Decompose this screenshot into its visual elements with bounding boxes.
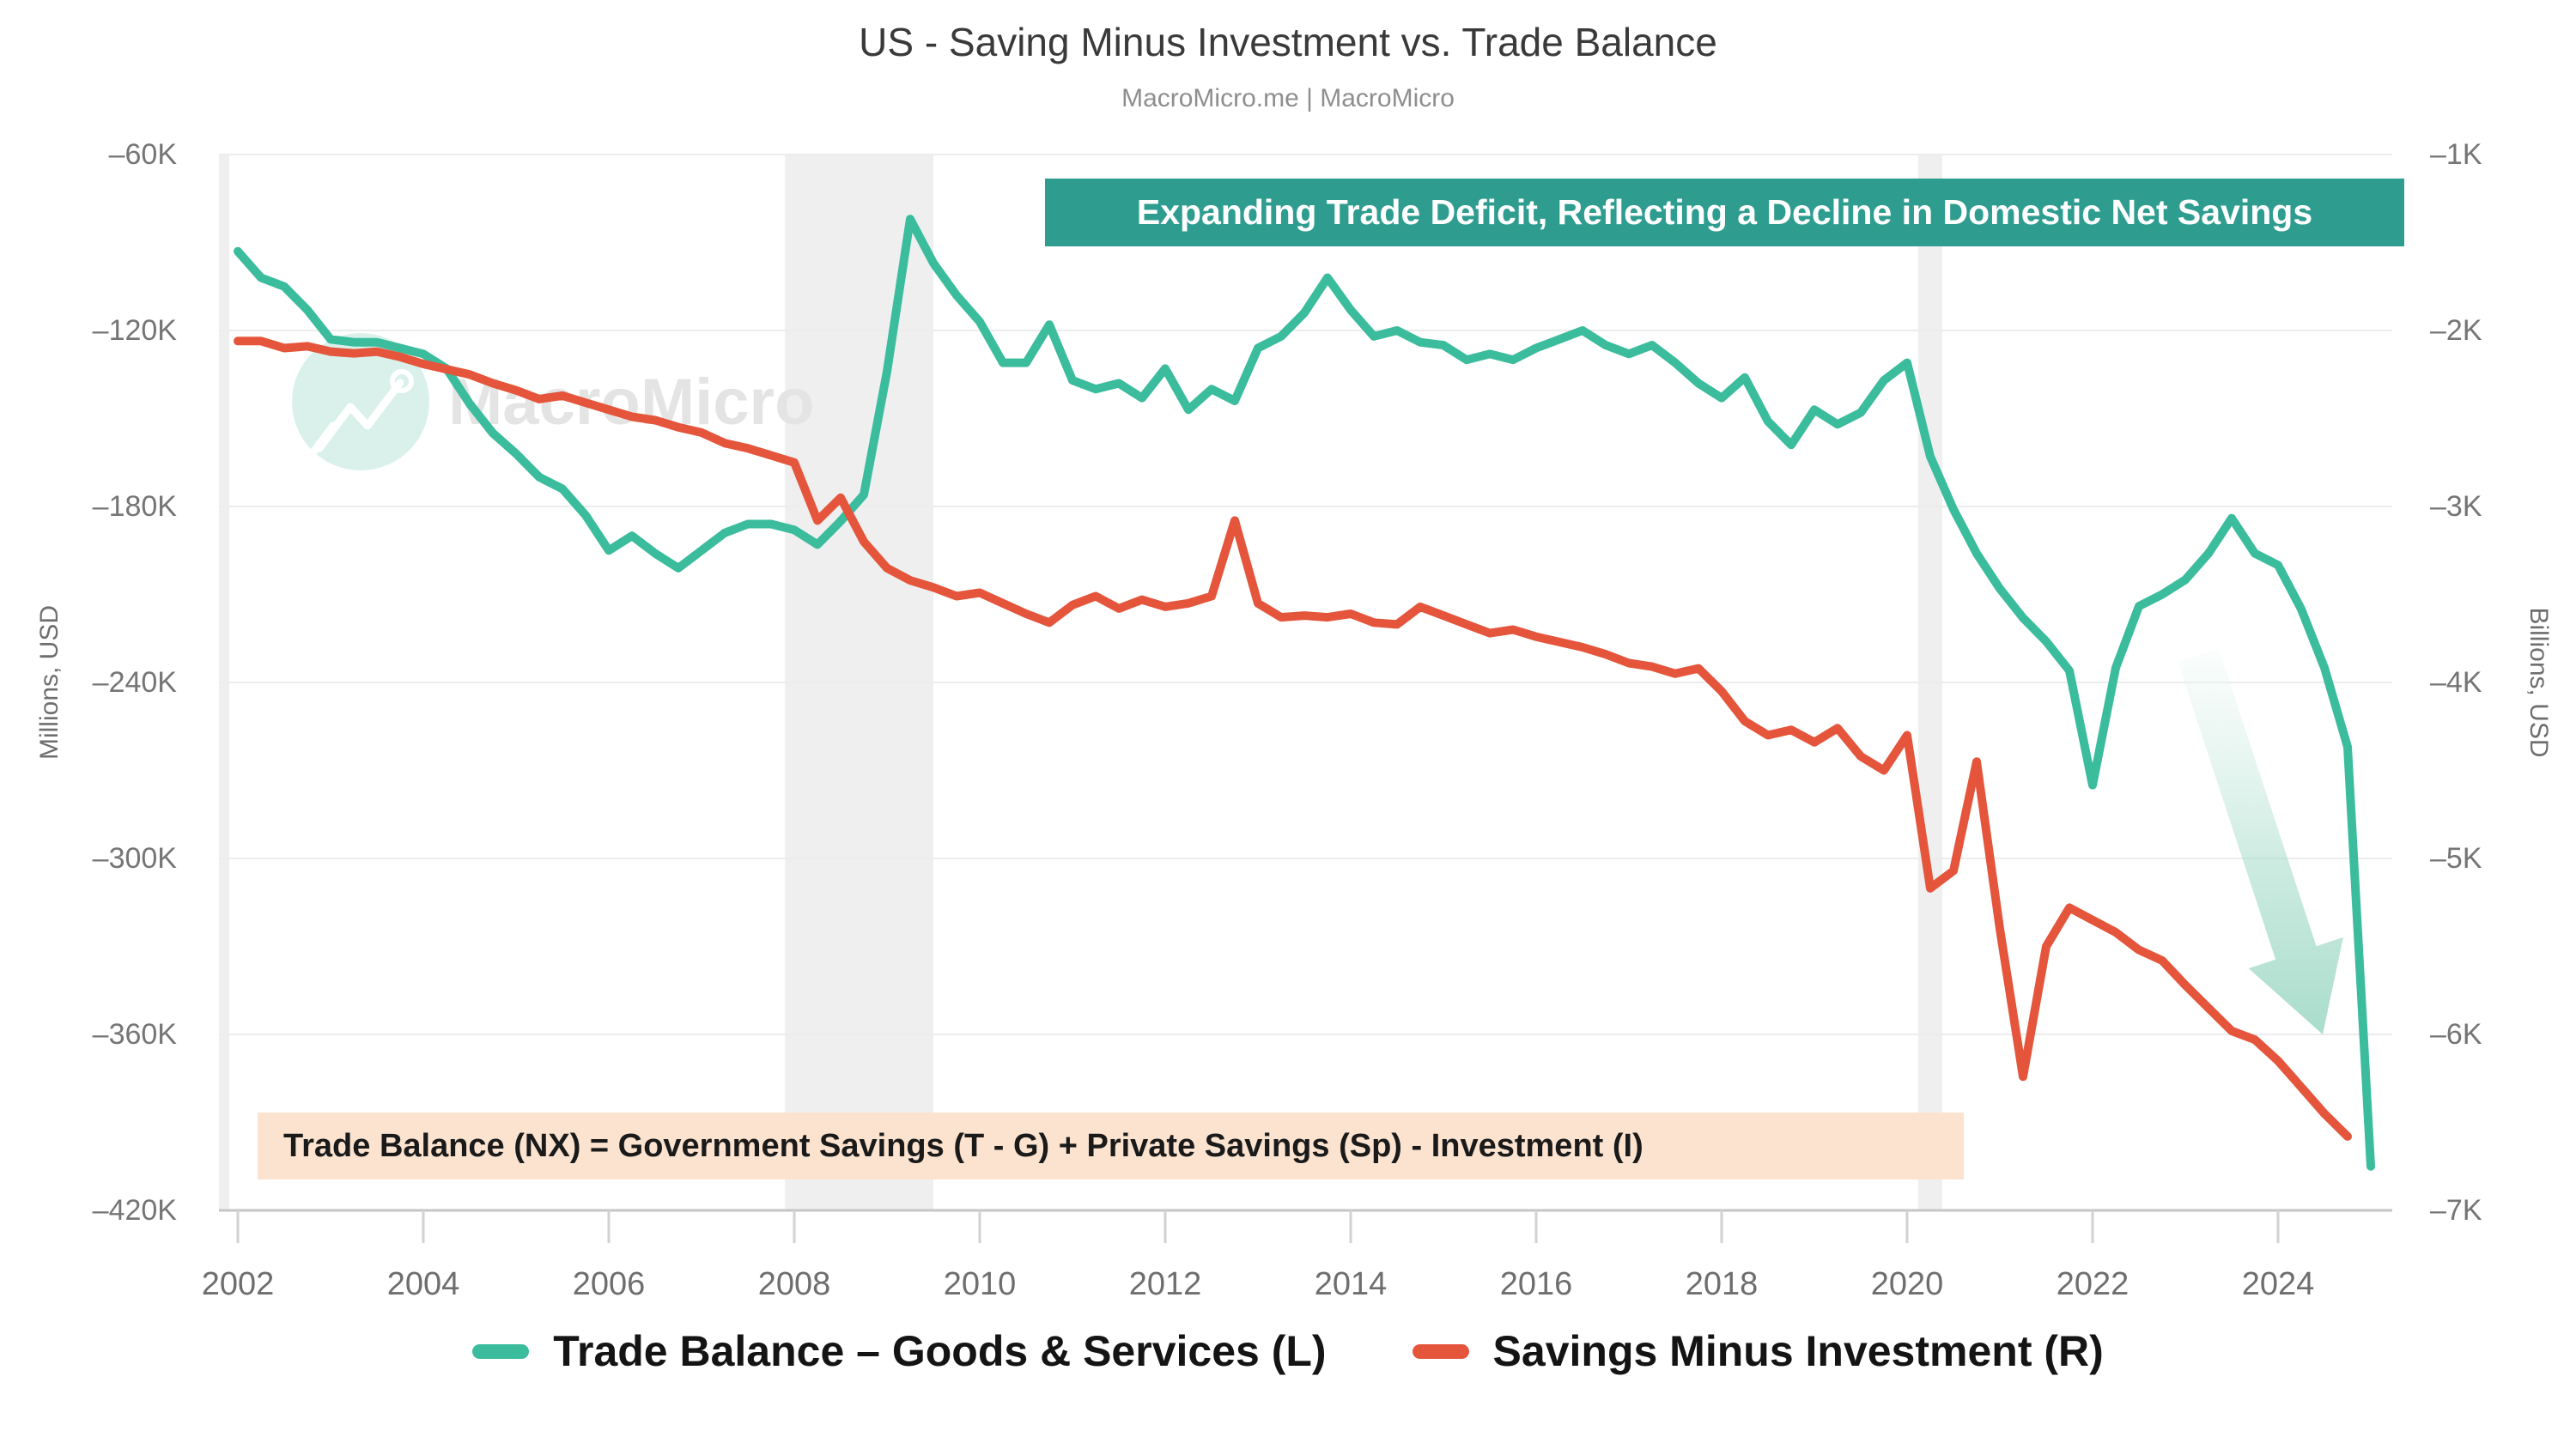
legend-swatch-green [472, 1343, 530, 1359]
left-axis-tick-label: –360K [92, 1018, 177, 1051]
legend-swatch-red [1412, 1343, 1469, 1359]
x-axis-year-label: 2018 [1685, 1266, 1759, 1302]
x-axis-year-label: 2002 [201, 1266, 275, 1302]
right-axis-tick-label: –7K [2430, 1194, 2482, 1227]
left-axis-tick-label: –300K [92, 842, 177, 875]
left-axis-tick-label: –180K [92, 490, 177, 523]
series-savings-minus-investment-line[interactable] [234, 336, 2352, 1141]
x-axis-year-label: 2020 [1870, 1266, 1944, 1302]
x-axis-year-label: 2008 [757, 1266, 831, 1302]
headline-annotation-banner: Expanding Trade Deficit, Reflecting a De… [1045, 179, 2404, 246]
legend: Trade Balance – Goods & Services (L) Sav… [0, 1326, 2576, 1376]
series-trade-balance-line[interactable] [234, 215, 2375, 1171]
legend-item-trade-balance[interactable]: Trade Balance – Goods & Services (L) [472, 1326, 1327, 1376]
right-axis-tick-label: –6K [2430, 1018, 2482, 1051]
right-axis-tick-label: –3K [2430, 490, 2482, 523]
x-axis-year-label: 2006 [572, 1266, 646, 1302]
x-axis-year-label: 2024 [2241, 1266, 2315, 1302]
right-axis-tick-label: –1K [2430, 138, 2482, 171]
x-axis-year-label: 2022 [2056, 1266, 2129, 1302]
left-axis-tick-label: –120K [92, 314, 177, 347]
left-axis-tick-label: –420K [92, 1194, 177, 1227]
left-axis-tick-label: –240K [92, 666, 177, 699]
legend-label-trade-balance: Trade Balance – Goods & Services (L) [553, 1327, 1327, 1375]
right-axis-tick-label: –5K [2430, 842, 2482, 875]
legend-item-savings[interactable]: Savings Minus Investment (R) [1412, 1326, 2104, 1376]
watermark-logo: MacroMicro [292, 333, 815, 471]
left-axis-tick-label: –60K [108, 138, 177, 171]
x-axis-year-label: 2014 [1314, 1266, 1388, 1302]
x-axis-year-label: 2010 [943, 1266, 1017, 1302]
page-title: US - Saving Minus Investment vs. Trade B… [859, 20, 1717, 64]
legend-label-savings: Savings Minus Investment (R) [1492, 1327, 2104, 1375]
right-axis-title: Billions, USD [2524, 607, 2553, 758]
x-axis-year-label: 2012 [1128, 1266, 1202, 1302]
watermark-text: MacroMicro [448, 366, 815, 439]
x-axis-year-label: 2016 [1499, 1266, 1573, 1302]
right-axis-tick-label: –2K [2430, 314, 2482, 347]
x-axis-year-label: 2004 [386, 1266, 460, 1302]
right-axis-tick-label: –4K [2430, 666, 2482, 699]
page-subtitle: MacroMicro.me | MacroMicro [1121, 84, 1455, 112]
formula-note: Trade Balance (NX) = Government Savings … [258, 1113, 1964, 1179]
downtrend-arrow [2178, 648, 2343, 1034]
